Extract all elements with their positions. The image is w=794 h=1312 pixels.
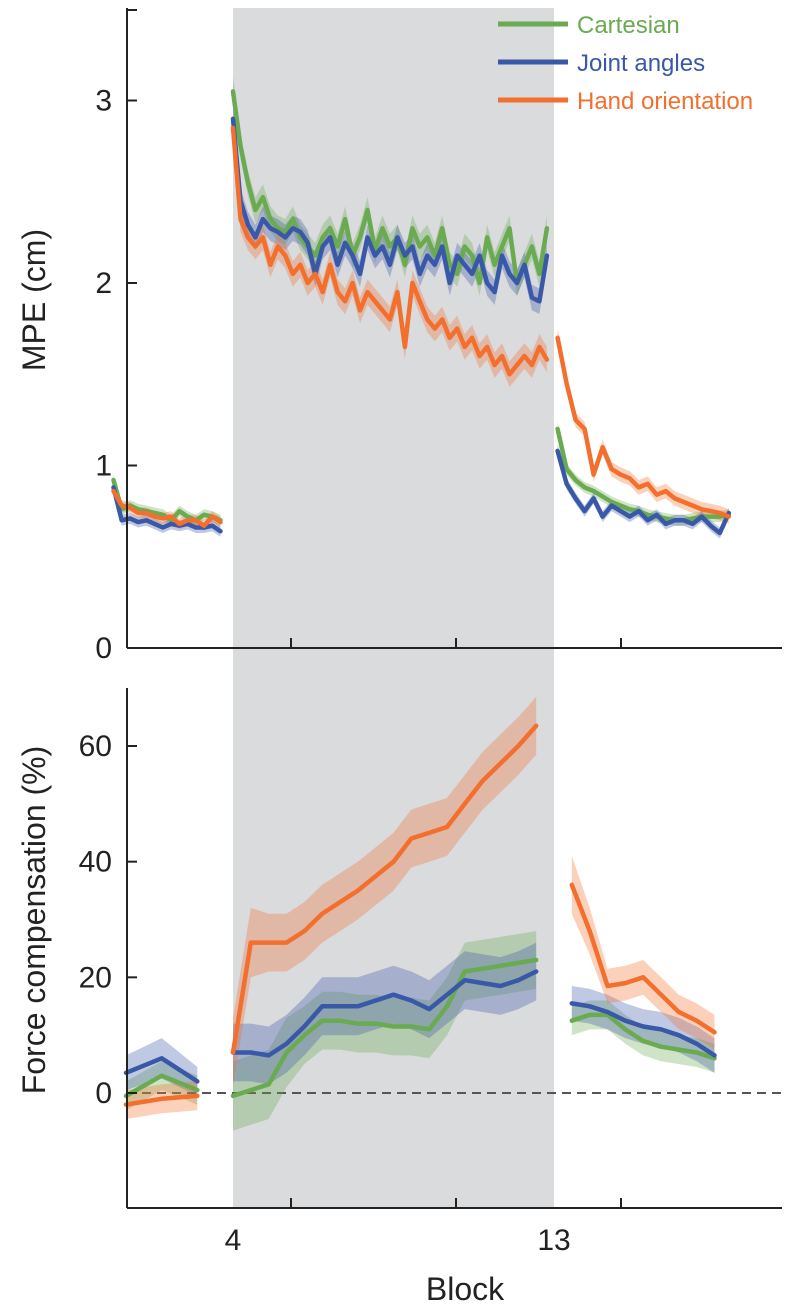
bottom-y-axis-title: Force compensation (%) <box>16 746 52 1095</box>
ci-band-cartesian <box>557 421 729 526</box>
series-line-cartesian <box>123 1073 200 1099</box>
x-tick-label: 13 <box>537 1224 570 1257</box>
ci-band-cartesian <box>571 1000 715 1073</box>
ci-band-cartesian <box>126 1061 198 1111</box>
series-line-cartesian <box>230 957 539 1099</box>
x-tick-label: 4 <box>225 1224 242 1257</box>
series-line-hand-orientation <box>230 723 539 1055</box>
series-line-hand-orientation <box>569 882 717 1035</box>
top-panel-data <box>111 76 732 539</box>
top-panel: 0 1 2 3 MPE (cm) <box>16 8 782 665</box>
y-tick-label: 0 <box>95 1077 112 1110</box>
y-tick-label: 60 <box>79 730 112 763</box>
series-line-cartesian <box>230 89 550 286</box>
bottom-y-ticks: 0 20 40 60 <box>79 730 137 1110</box>
series-line-joint-angles <box>230 116 550 304</box>
y-tick-label: 2 <box>95 267 112 300</box>
series-line-cartesian <box>569 1012 717 1061</box>
series-line-joint-angles <box>569 1001 717 1058</box>
legend-label-joint-angles: Joint angles <box>577 50 705 77</box>
top-y-ticks: 0 1 2 3 <box>95 9 137 665</box>
series-line-hand-orientation <box>111 488 223 528</box>
x-ticks: 4 13 <box>225 638 622 1257</box>
series-line-joint-angles <box>555 448 732 536</box>
top-y-axis-title: MPE (cm) <box>16 229 52 371</box>
y-tick-label: 1 <box>95 450 112 483</box>
shaded-region <box>233 8 554 1208</box>
series-line-hand-orientation <box>230 125 550 377</box>
y-tick-label: 20 <box>79 961 112 994</box>
series-line-hand-orientation <box>123 1093 200 1107</box>
series-line-hand-orientation <box>555 335 732 519</box>
ci-band-hand-orientation <box>233 115 547 387</box>
ci-band-hand-orientation <box>571 855 715 1050</box>
y-tick-label: 40 <box>79 846 112 879</box>
legend-label-cartesian: Cartesian <box>577 12 680 39</box>
series-line-joint-angles <box>111 485 223 534</box>
ci-band-cartesian <box>233 76 547 296</box>
legend-label-hand-orientation: Hand orientation <box>577 88 753 115</box>
bottom-panel: 0 20 40 60 Force compensation (%) <box>16 688 782 1209</box>
ci-band-hand-orientation <box>233 696 537 1088</box>
y-tick-label: 3 <box>95 85 112 118</box>
legend: Cartesian Joint angles Hand orientation <box>498 12 753 115</box>
series-line-joint-angles <box>123 1056 200 1084</box>
y-tick-label: 0 <box>95 632 112 665</box>
bottom-panel-data <box>123 696 717 1131</box>
x-axis-title: Block <box>426 1271 505 1307</box>
series-line-joint-angles <box>230 969 539 1058</box>
